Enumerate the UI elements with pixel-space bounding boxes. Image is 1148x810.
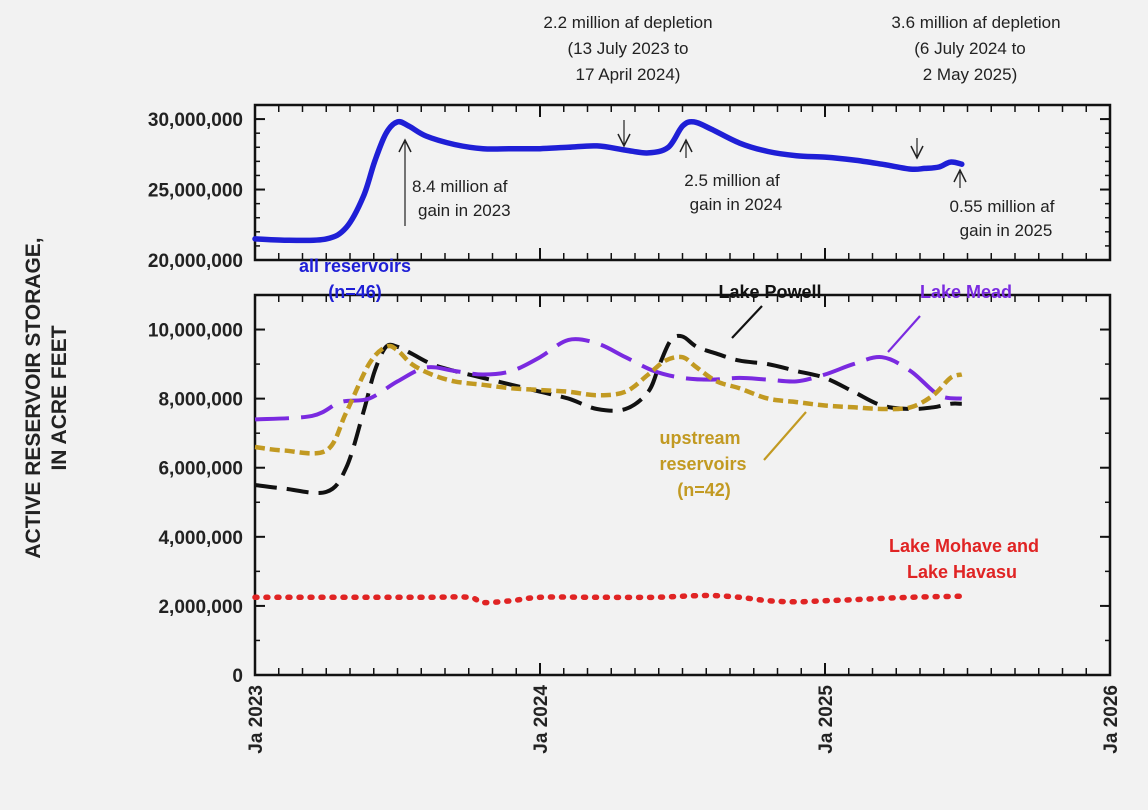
lake-powell-label: Lake Powell xyxy=(718,282,821,302)
reservoir-storage-chart: ACTIVE RESERVOIR STORAGE, IN ACRE FEET 2… xyxy=(0,0,1148,810)
y-axis-label-line2: IN ACRE FEET xyxy=(48,325,71,470)
top-ytick-label: 30,000,000 xyxy=(148,110,243,131)
gain-2024-line2: gain in 2024 xyxy=(690,195,783,214)
lake-mead-label: Lake Mead xyxy=(920,282,1012,302)
xtick-label: Ja 2026 xyxy=(1101,685,1122,754)
depletion-1-line1: 2.2 million af depletion xyxy=(543,13,712,32)
mohave-havasu-label-line2: Lake Havasu xyxy=(907,562,1017,582)
y-axis-label-line1: ACTIVE RESERVOIR STORAGE, xyxy=(22,237,45,558)
lake-mead-leader xyxy=(888,316,920,352)
depletion-1-line3: 17 April 2024) xyxy=(576,65,681,84)
depletion-2-line2: (6 July 2024 to xyxy=(914,39,1026,58)
depletion-2-line3: 2 May 2025) xyxy=(923,65,1018,84)
upstream-label-line1: upstream xyxy=(659,428,740,448)
upstream-leader xyxy=(764,412,806,460)
xtick-label: Ja 2024 xyxy=(531,685,552,754)
xtick-label: Ja 2025 xyxy=(816,685,837,754)
series-line-lake-mohave-and-lake-havasu xyxy=(255,595,962,602)
annotation-gain-2023: 8.4 million af gain in 2023 xyxy=(399,140,511,226)
upstream-label-line2: reservoirs xyxy=(659,454,746,474)
bottom-ytick-label: 8,000,000 xyxy=(158,390,243,411)
annotation-depletion-2024-2025: 3.6 million af depletion (6 July 2024 to… xyxy=(891,13,1060,158)
gain-2025-line2: gain in 2025 xyxy=(960,221,1053,240)
upstream-label-line3: (n=42) xyxy=(677,480,731,500)
depletion-2-line1: 3.6 million af depletion xyxy=(891,13,1060,32)
mohave-havasu-label-line1: Lake Mohave and xyxy=(889,536,1039,556)
bottom-ytick-label: 4,000,000 xyxy=(158,528,243,549)
all-reservoirs-label-line1: all reservoirs xyxy=(299,256,411,276)
annotation-gain-2025: 0.55 million af gain in 2025 xyxy=(950,170,1055,240)
gain-2025-line1: 0.55 million af xyxy=(950,197,1055,216)
all-reservoirs-label-line2: (n=46) xyxy=(328,282,382,302)
bottom-ytick-label: 10,000,000 xyxy=(148,321,243,342)
bottom-ytick-label: 2,000,000 xyxy=(158,597,243,618)
top-ytick-label: 20,000,000 xyxy=(148,251,243,272)
bottom-ytick-label: 6,000,000 xyxy=(158,459,243,480)
annotation-depletion-2023-2024: 2.2 million af depletion (13 July 2023 t… xyxy=(543,13,712,146)
depletion-1-line2: (13 July 2023 to xyxy=(568,39,689,58)
top-panel-series xyxy=(255,122,962,241)
top-ytick-label: 25,000,000 xyxy=(148,181,243,202)
bottom-panel-series xyxy=(255,336,962,603)
bottom-ytick-label: 0 xyxy=(232,666,243,687)
series-line-lake-powell xyxy=(255,336,962,493)
gain-2023-line1: 8.4 million af xyxy=(412,177,508,196)
gain-2024-line1: 2.5 million af xyxy=(684,171,780,190)
gain-2023-line2: gain in 2023 xyxy=(418,201,511,220)
series-line-all-reservoirs-n-46 xyxy=(255,122,962,241)
top-panel-ticks: 20,000,000 25,000,000 30,000,000 xyxy=(148,105,1110,272)
lake-powell-leader xyxy=(732,306,762,338)
xtick-label: Ja 2023 xyxy=(246,685,267,754)
